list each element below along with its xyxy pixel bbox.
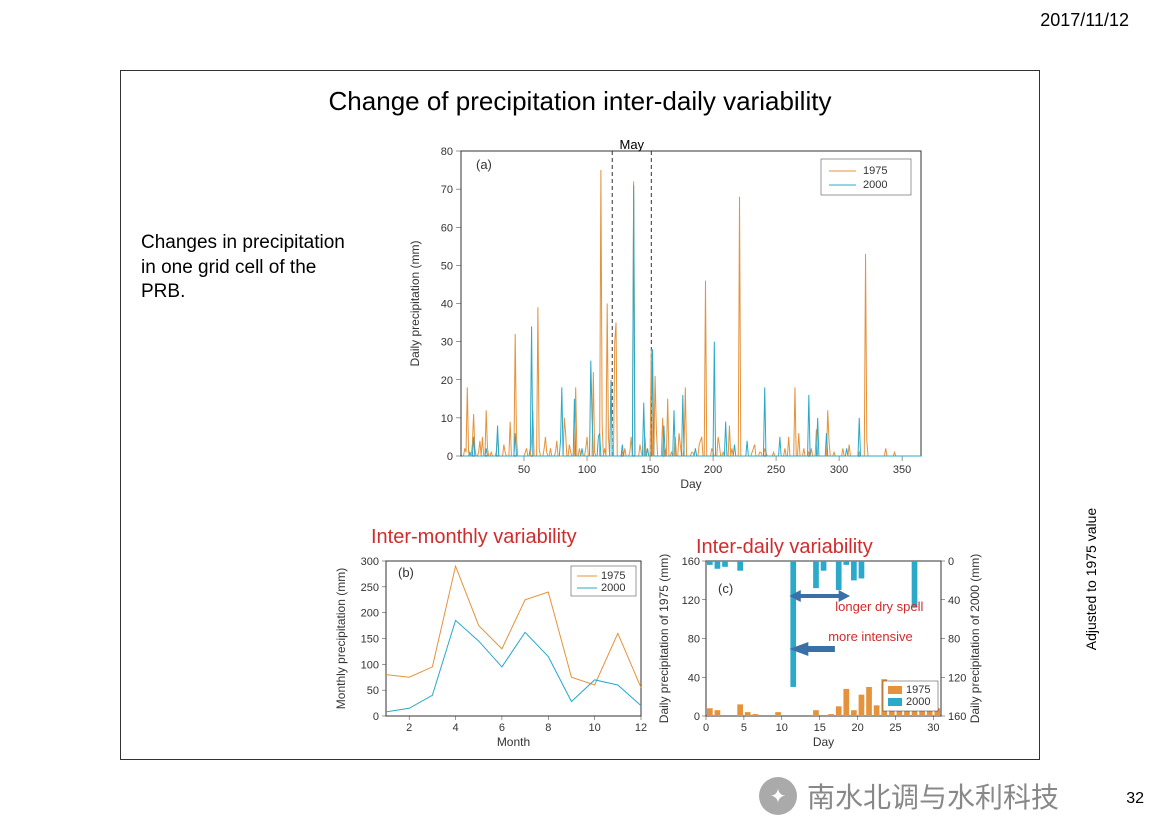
svg-text:1975: 1975	[601, 570, 625, 582]
svg-text:12: 12	[635, 722, 647, 734]
svg-text:8: 8	[545, 722, 551, 734]
svg-text:40: 40	[948, 595, 960, 607]
svg-text:more intensive: more intensive	[828, 629, 913, 644]
svg-text:(a): (a)	[476, 157, 492, 172]
chart-b: 0 50 100 150 200 250 300 2 4 6 8 10 12 Month Monthly p…	[331, 551, 651, 751]
page-number: 32	[1126, 790, 1144, 808]
svg-text:May: May	[619, 137, 644, 152]
svg-text:70: 70	[441, 184, 453, 196]
svg-text:Daily precipitation of 2000 (m: Daily precipitation of 2000 (mm)	[968, 554, 982, 723]
svg-text:100: 100	[361, 659, 379, 671]
svg-text:2: 2	[406, 722, 412, 734]
svg-text:longer dry spell: longer dry spell	[835, 599, 923, 614]
svg-text:300: 300	[361, 556, 379, 568]
svg-text:300: 300	[830, 464, 848, 476]
side-note: Changes in precipitation in one grid cel…	[141, 231, 351, 305]
svg-text:20: 20	[851, 722, 863, 734]
svg-text:0: 0	[703, 722, 709, 734]
svg-text:160: 160	[682, 556, 700, 568]
svg-text:80: 80	[688, 634, 700, 646]
svg-text:150: 150	[361, 634, 379, 646]
svg-text:Day: Day	[680, 477, 701, 491]
svg-text:1975: 1975	[906, 684, 930, 696]
svg-text:160: 160	[948, 711, 966, 723]
svg-text:120: 120	[948, 672, 966, 684]
adjusted-label: Adjusted to 1975 value	[1083, 479, 1099, 679]
svg-text:0: 0	[447, 451, 453, 463]
svg-text:2000: 2000	[863, 179, 887, 191]
svg-text:15: 15	[814, 722, 826, 734]
svg-text:(b): (b)	[398, 565, 414, 580]
svg-text:Day: Day	[813, 735, 834, 749]
svg-text:150: 150	[641, 464, 659, 476]
svg-text:250: 250	[767, 464, 785, 476]
svg-text:20: 20	[441, 375, 453, 387]
svg-text:40: 40	[688, 672, 700, 684]
svg-text:40: 40	[441, 299, 453, 311]
svg-text:120: 120	[682, 595, 700, 607]
svg-text:250: 250	[361, 582, 379, 594]
watermark-icon: ✦	[759, 777, 797, 815]
svg-text:60: 60	[441, 222, 453, 234]
svg-text:80: 80	[441, 146, 453, 158]
svg-text:0: 0	[373, 711, 379, 723]
svg-text:100: 100	[578, 464, 596, 476]
chart-c: 0 40 80 120 160 0 40 80 120 160 0 5 10 15 20 25 30 Day Dai…	[656, 551, 986, 751]
svg-text:5: 5	[741, 722, 747, 734]
watermark-text: 南水北调与水利科技	[807, 776, 1059, 816]
svg-text:50: 50	[367, 685, 379, 697]
svg-text:0: 0	[948, 556, 954, 568]
svg-text:30: 30	[441, 337, 453, 349]
svg-text:Monthly precipitation (mm): Monthly precipitation (mm)	[334, 568, 348, 709]
date-header: 2017/11/12	[1040, 10, 1129, 31]
svg-text:4: 4	[452, 722, 458, 734]
svg-text:200: 200	[361, 608, 379, 620]
svg-text:2000: 2000	[906, 696, 930, 708]
svg-text:200: 200	[704, 464, 722, 476]
svg-text:350: 350	[893, 464, 911, 476]
svg-text:30: 30	[927, 722, 939, 734]
svg-text:6: 6	[499, 722, 505, 734]
watermark: ✦ 南水北调与水利科技	[759, 776, 1059, 816]
chart-a: 0 10 20 30 40 50 60 70 80 50 100 150 200 250 300 350 Day…	[401, 136, 941, 496]
svg-text:Daily precipitation of 1975 (m: Daily precipitation of 1975 (mm)	[657, 554, 671, 723]
svg-text:1975: 1975	[863, 165, 887, 177]
svg-text:80: 80	[948, 634, 960, 646]
svg-text:25: 25	[889, 722, 901, 734]
svg-text:10: 10	[776, 722, 788, 734]
svg-text:10: 10	[441, 413, 453, 425]
svg-text:10: 10	[589, 722, 601, 734]
svg-text:2000: 2000	[601, 582, 625, 594]
svg-text:50: 50	[518, 464, 530, 476]
svg-text:Month: Month	[497, 735, 530, 749]
svg-text:(c): (c)	[718, 581, 733, 596]
slide-frame: Change of precipitation inter-daily vari…	[120, 70, 1040, 760]
svg-text:50: 50	[441, 260, 453, 272]
svg-text:0: 0	[694, 711, 700, 723]
svg-text:Daily precipitation (mm): Daily precipitation (mm)	[408, 240, 422, 366]
slide-title: Change of precipitation inter-daily vari…	[121, 86, 1039, 117]
label-inter-monthly: Inter-monthly variability	[371, 526, 577, 549]
